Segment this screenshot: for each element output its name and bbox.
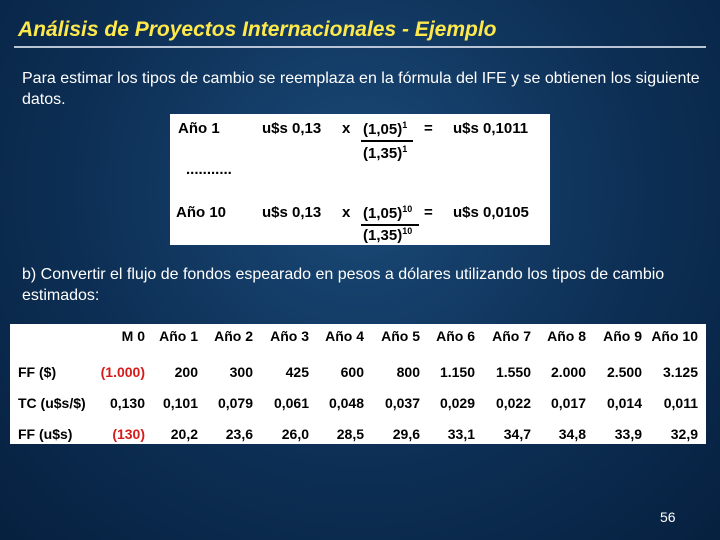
table-header-cell: Año 10 [651,328,698,344]
table-header-cell: Año 2 [214,328,253,344]
table-cell: 32,9 [670,426,698,442]
table-cell: 23,6 [225,426,253,442]
formula-row1-times: x [342,120,351,137]
table-cell: 2.000 [550,364,586,380]
table-cell: 425 [285,364,309,380]
table-row-label: FF ($) [18,364,57,380]
formula-row1-spot: u$s 0,13 [262,120,322,137]
table-cell: 0,022 [495,395,531,411]
table-cell: 0,101 [162,395,198,411]
table-cell: 200 [174,364,198,380]
formula-ellipsis: ........... [186,161,232,178]
table-cell: 0,017 [550,395,586,411]
slide-title: Análisis de Proyectos Internacionales - … [18,18,497,41]
formula-row1-denominator: (1,35)1 [363,144,408,162]
table-cell: 0,079 [217,395,253,411]
formula-row10-times: x [342,204,351,221]
table-header-cell: Año 3 [270,328,309,344]
formula-row1-label: Año 1 [178,120,220,137]
table-cell: 3.125 [662,364,698,380]
table-header-cell: M 0 [121,328,145,344]
formula-row10-equals: = [424,204,433,221]
table-cell: 0,029 [439,395,475,411]
formula-row10-denominator: (1,35)10 [363,226,413,244]
table-cell: (130) [112,426,145,442]
table-cell: 600 [340,364,364,380]
table-cell: 0,048 [328,395,364,411]
table-cell: 34,7 [503,426,531,442]
formula-row1-equals: = [424,120,433,137]
table-header-cell: Año 5 [381,328,420,344]
table-cell: 33,9 [614,426,642,442]
formula-row10-spot: u$s 0,13 [262,204,322,221]
table-cell: 300 [229,364,253,380]
table-header-cell: Año 7 [492,328,531,344]
table-cell: 28,5 [336,426,364,442]
formula-row1-fraction-bar [361,140,413,142]
table-header-cell: Año 9 [603,328,642,344]
formula-row10-result: u$s 0,0105 [453,204,529,221]
table-cell: 2.500 [606,364,642,380]
table-cell: 26,0 [281,426,309,442]
table-header-cell: Año 4 [325,328,364,344]
table-cell: 20,2 [170,426,198,442]
table-cell: 1.550 [495,364,531,380]
table-cell: 1.150 [439,364,475,380]
table-cell: 33,1 [447,426,475,442]
table-header-cell: Año 8 [547,328,586,344]
formula-row1-result: u$s 0,1011 [453,120,529,137]
cashflow-table: M 0 Año 1 Año 2 Año 3 Año 4 Año 5 Año 6 Año 7 Añ… [10,324,706,444]
table-row-label: TC (u$s/$) [18,395,86,411]
page-number: 56 [660,509,676,525]
title-divider [14,46,706,48]
table-cell: 0,037 [384,395,420,411]
intro-paragraph: Para estimar los tipos de cambio se reem… [22,70,700,108]
table-cell: 34,8 [558,426,586,442]
instruction-paragraph: b) Convertir el flujo de fondos espearad… [22,266,665,304]
formula-box: Año 1 u$s 0,13 x (1,05)1 (1,35)1 = u$s 0… [170,114,550,245]
formula-row10-numerator: (1,05)10 [363,204,413,222]
formula-row10-fraction-bar [361,224,419,226]
table-cell: 0,061 [273,395,309,411]
table-header-cell: Año 6 [436,328,475,344]
table-cell: (1.000) [100,364,145,380]
table-cell: 29,6 [392,426,420,442]
table-row-label: FF (u$s) [18,426,73,442]
table-cell: 800 [396,364,420,380]
formula-row10-label: Año 10 [176,204,227,221]
table-cell: 0,130 [109,395,145,411]
formula-row1-numerator: (1,05)1 [363,120,408,138]
table-cell: 0,011 [663,395,698,411]
table-header-cell: Año 1 [159,328,198,344]
table-cell: 0,014 [606,395,642,411]
